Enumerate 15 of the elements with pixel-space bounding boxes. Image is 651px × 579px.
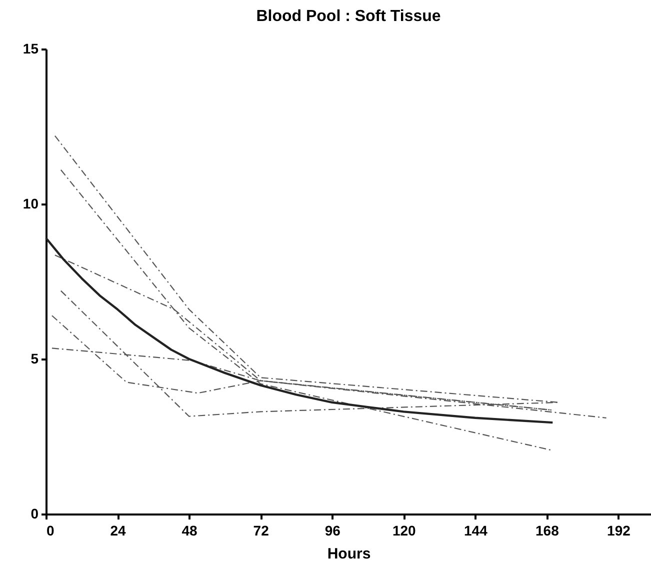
- x-tick-label: 48: [182, 522, 198, 538]
- y-tick-label: 5: [30, 350, 39, 366]
- x-tick-label: 72: [253, 522, 270, 538]
- x-tick-label: 120: [392, 522, 416, 538]
- y-tick-label: 15: [22, 40, 39, 56]
- x-tick-label: 168: [536, 522, 560, 538]
- y-tick-label: 10: [22, 196, 39, 212]
- chart-title: Blood Pool : Soft Tissue: [256, 8, 441, 25]
- x-tick-label: 144: [464, 522, 488, 538]
- x-tick-label: 96: [324, 522, 341, 538]
- x-tick-label: 0: [46, 522, 54, 538]
- x-tick-label: 192: [607, 522, 631, 538]
- y-tick-label: 0: [30, 506, 39, 522]
- x-tick-label: 24: [110, 522, 126, 538]
- x-axis-title: Hours: [327, 546, 371, 562]
